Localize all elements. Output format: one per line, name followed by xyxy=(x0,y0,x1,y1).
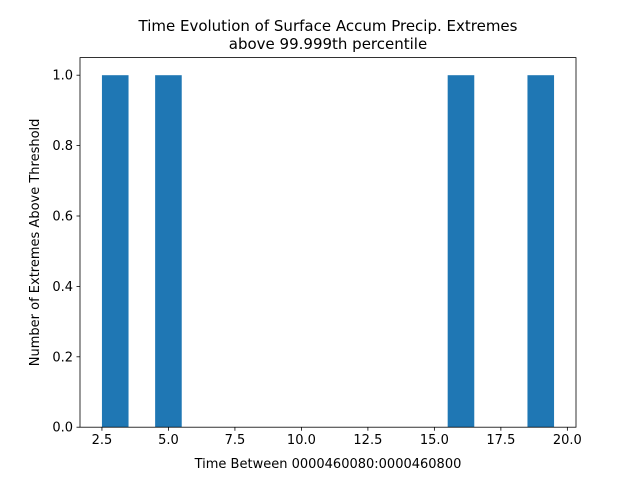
plot-frame xyxy=(79,57,577,428)
chart-title-line-1: Time Evolution of Surface Accum Precip. … xyxy=(138,17,518,35)
chart-title: Time Evolution of Surface Accum Precip. … xyxy=(0,17,640,53)
y-tick-label: 0.2 xyxy=(52,350,73,365)
histogram-bar-3 xyxy=(447,75,475,428)
x-tick-label: 2.5 xyxy=(92,433,113,448)
histogram-bar-4 xyxy=(527,75,555,428)
y-tick-label: 0.6 xyxy=(52,210,73,225)
x-tick-label: 20.0 xyxy=(553,433,582,448)
x-axis-label: Time Between 0000460080:0000460800 xyxy=(194,457,462,472)
y-tick-label: 0.8 xyxy=(52,139,73,154)
y-axis-ticks: 0.0 0.2 0.4 0.6 0.8 1.0 xyxy=(52,69,80,436)
x-tick-label: 10.0 xyxy=(287,433,316,448)
histogram-bar-1 xyxy=(101,75,129,428)
y-axis-label: Number of Extremes Above Threshold xyxy=(28,119,43,367)
x-tick-label: 17.5 xyxy=(486,433,515,448)
histogram-bar-2 xyxy=(155,75,182,428)
x-tick-label: 7.5 xyxy=(225,433,246,448)
x-axis-ticks: 2.5 5.0 7.5 10.0 12.5 15.0 17.5 20.0 xyxy=(92,427,582,448)
bar-group xyxy=(101,75,555,428)
y-tick-label: 1.0 xyxy=(52,69,73,84)
y-tick-label: 0.0 xyxy=(52,421,73,436)
chart-title-line-2: above 99.999th percentile xyxy=(228,35,428,53)
x-tick-label: 5.0 xyxy=(158,433,179,448)
y-tick-label: 0.4 xyxy=(52,280,73,295)
x-tick-label: 15.0 xyxy=(420,433,449,448)
x-tick-label: 12.5 xyxy=(353,433,382,448)
